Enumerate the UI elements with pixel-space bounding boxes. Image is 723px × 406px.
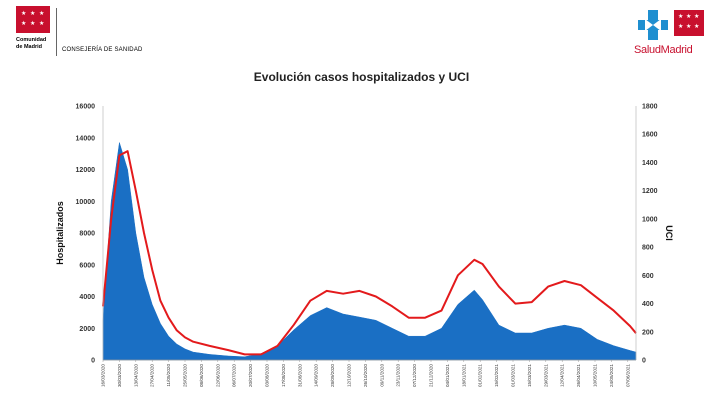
salud-madrid-flag-icon: ★ ★ ★ ★ ★ ★ <box>674 10 704 36</box>
x-tick-label: 08/06/2020 <box>199 364 204 387</box>
x-tick-label: 12/10/2020 <box>347 364 352 387</box>
x-tick-label: 10/05/2021 <box>593 364 598 387</box>
page-header: ★ ★ ★ ★ ★ ★ Comunidad de Madrid CONSEJER… <box>0 0 723 70</box>
right-tick-label: 600 <box>642 273 654 280</box>
hospitalized-area-layer <box>102 142 637 361</box>
left-tick-label: 14000 <box>76 135 96 142</box>
x-tick-label: 29/03/2021 <box>543 364 548 387</box>
left-tick-label: 6000 <box>79 262 95 269</box>
x-tick-label: 13/04/2020 <box>133 364 138 387</box>
uci-line-layer <box>102 150 637 356</box>
x-tick-label: 11/05/2020 <box>166 364 171 387</box>
left-tick-label: 8000 <box>79 231 95 238</box>
left-y-axis: 0 2000 4000 6000 8000 10000 12000 14000 16000 <box>76 104 104 365</box>
x-tick-label: 14/09/2020 <box>314 364 319 387</box>
x-tick-label: 26/04/2021 <box>576 364 581 387</box>
x-tick-label: 28/09/2020 <box>330 364 335 387</box>
org-name-line1: Comunidad <box>16 37 47 43</box>
x-tick-label: 31/08/2020 <box>297 364 302 387</box>
right-tick-label: 1800 <box>642 104 658 111</box>
x-tick-label: 26/10/2020 <box>363 364 368 387</box>
x-tick-label: 12/04/2021 <box>560 364 565 387</box>
comunidad-madrid-logo: ★ ★ ★ ★ ★ ★ Comunidad de Madrid <box>16 6 50 50</box>
x-axis: 16/03/2020 30/03/2020 13/04/2020 27/04/2020… <box>101 359 636 387</box>
x-tick-label: 07/06/2021 <box>625 364 630 387</box>
right-tick-label: 1600 <box>642 132 658 139</box>
hospitalized-area <box>102 142 637 361</box>
left-tick-label: 12000 <box>76 167 96 174</box>
left-tick-label: 10000 <box>76 199 96 206</box>
x-tick-label: 18/01/2021 <box>461 364 466 387</box>
x-tick-label: 15/02/2021 <box>494 364 499 387</box>
right-tick-label: 800 <box>642 245 654 252</box>
x-tick-label: 15/03/2021 <box>527 364 532 387</box>
right-tick-label: 200 <box>642 329 654 336</box>
org-name: Comunidad de Madrid <box>16 37 60 50</box>
right-tick-label: 0 <box>642 358 646 365</box>
department-name: CONSEJERÍA DE SANIDAD <box>62 47 143 53</box>
right-tick-label: 1000 <box>642 216 658 223</box>
x-tick-label: 27/04/2020 <box>150 364 155 387</box>
header-divider <box>56 8 57 56</box>
left-axis-title: Hospitalizados <box>55 201 65 265</box>
madrid-flag-stars-icon: ★ ★ ★ ★ ★ ★ <box>16 6 50 33</box>
salud-madrid-cross-icon <box>638 10 668 40</box>
brand-name: SaludMadrid <box>634 44 693 56</box>
left-tick-label: 0 <box>91 358 95 365</box>
x-tick-label: 25/05/2020 <box>183 364 188 387</box>
right-tick-label: 1200 <box>642 188 658 195</box>
uci-line <box>102 150 637 356</box>
x-tick-label: 24/05/2021 <box>609 364 614 387</box>
salud-madrid-logo: ★ ★ ★ ★ ★ ★ SaludMadrid <box>634 8 708 58</box>
x-tick-label: 06/07/2020 <box>232 364 237 387</box>
right-tick-label: 1400 <box>642 160 658 167</box>
left-tick-label: 16000 <box>76 104 96 111</box>
org-name-line2: de Madrid <box>16 43 42 50</box>
right-y-axis: 0 200 400 600 800 1000 1200 1400 1600 1800 <box>635 104 658 365</box>
x-tick-label: 01/03/2021 <box>511 364 516 387</box>
x-tick-label: 01/02/2021 <box>478 364 483 387</box>
x-tick-label: 17/08/2020 <box>281 364 286 387</box>
left-tick-label: 4000 <box>79 294 95 301</box>
x-tick-label: 09/11/2020 <box>379 364 384 387</box>
x-tick-label: 03/08/2020 <box>265 364 270 387</box>
left-tick-label: 2000 <box>79 326 95 333</box>
x-tick-label: 23/11/2020 <box>396 364 401 387</box>
x-tick-label: 21/12/2020 <box>429 364 434 387</box>
x-tick-label: 16/03/2020 <box>101 364 106 387</box>
x-tick-label: 04/01/2021 <box>445 364 450 387</box>
x-tick-label: 22/06/2020 <box>215 364 220 387</box>
x-tick-label: 07/12/2020 <box>412 364 417 387</box>
chart-title: Evolución casos hospitalizados y UCI <box>253 70 470 84</box>
right-tick-label: 400 <box>642 301 654 308</box>
x-tick-label: 30/03/2020 <box>117 364 122 387</box>
right-axis-title: UCI <box>664 225 674 241</box>
x-tick-label: 20/07/2020 <box>248 364 253 387</box>
